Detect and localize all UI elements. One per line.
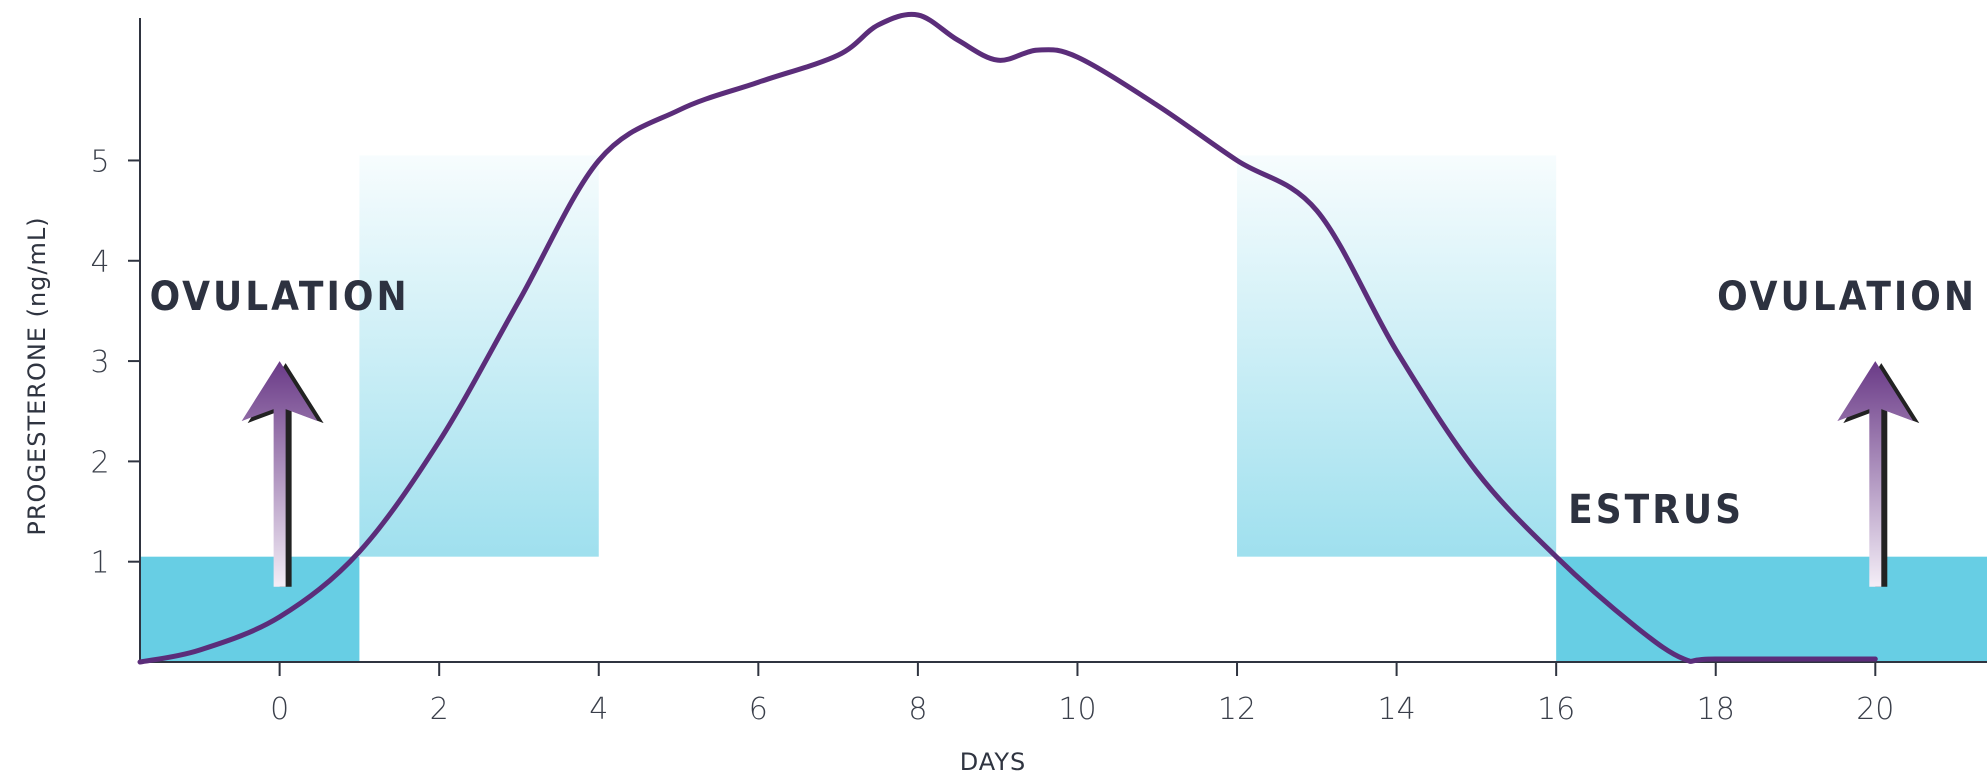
- annotation-label-0: OVULATION: [150, 274, 410, 320]
- band-2: [1237, 155, 1557, 557]
- y-tick-label: 2: [90, 445, 109, 480]
- x-tick-label: 2: [430, 692, 449, 727]
- x-axis-title: DAYS: [960, 748, 1027, 776]
- x-tick-label: 16: [1537, 692, 1575, 727]
- x-tick-label: 18: [1697, 692, 1735, 727]
- ovulation-arrows: [241, 361, 1920, 587]
- band-layer: [140, 155, 1987, 662]
- y-tick-label: 1: [90, 546, 109, 581]
- annotation-label-1: OVULATION: [1717, 274, 1977, 320]
- y-tick-label: 5: [90, 144, 109, 179]
- progesterone-line-0: [137, 11, 1878, 665]
- arrow-body: [241, 361, 318, 587]
- band-3: [1556, 556, 1987, 662]
- x-tick-label: 4: [589, 692, 608, 727]
- x-tick-label: 10: [1058, 692, 1096, 727]
- ovulation-arrow-0: [241, 361, 324, 587]
- ovulation-arrow-1: [1837, 361, 1920, 587]
- annotation-label-2: ESTRUS: [1568, 487, 1744, 533]
- y-axis-title: PROGESTERONE (ng/mL): [23, 216, 51, 535]
- y-tick-label: 4: [90, 245, 109, 280]
- band-0: [140, 556, 360, 662]
- x-tick-label: 12: [1218, 692, 1256, 727]
- x-tick-label: 6: [749, 692, 768, 727]
- x-tick-label: 14: [1378, 692, 1416, 727]
- x-tick-label: 8: [908, 692, 927, 727]
- y-tick-label: 3: [90, 345, 109, 380]
- arrow-body: [1837, 361, 1914, 587]
- x-tick-label: 0: [270, 692, 289, 727]
- progesterone-line-layer: [137, 11, 1878, 665]
- x-tick-label: 20: [1856, 692, 1894, 727]
- labels: OVULATION OVULATION ESTRUS: [150, 274, 1977, 533]
